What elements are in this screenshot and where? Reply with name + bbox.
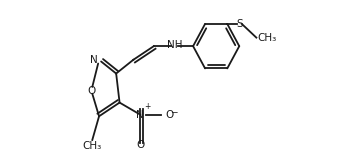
Text: O: O (136, 140, 144, 150)
Text: S: S (236, 19, 243, 29)
Text: NH: NH (166, 40, 182, 50)
Text: N: N (90, 55, 98, 65)
Text: CH₃: CH₃ (257, 33, 276, 43)
Text: +: + (144, 102, 150, 111)
Text: CH₃: CH₃ (83, 141, 102, 151)
Text: O: O (165, 109, 173, 120)
Text: −: − (170, 107, 177, 116)
Text: O: O (87, 86, 95, 96)
Text: N: N (136, 109, 144, 120)
